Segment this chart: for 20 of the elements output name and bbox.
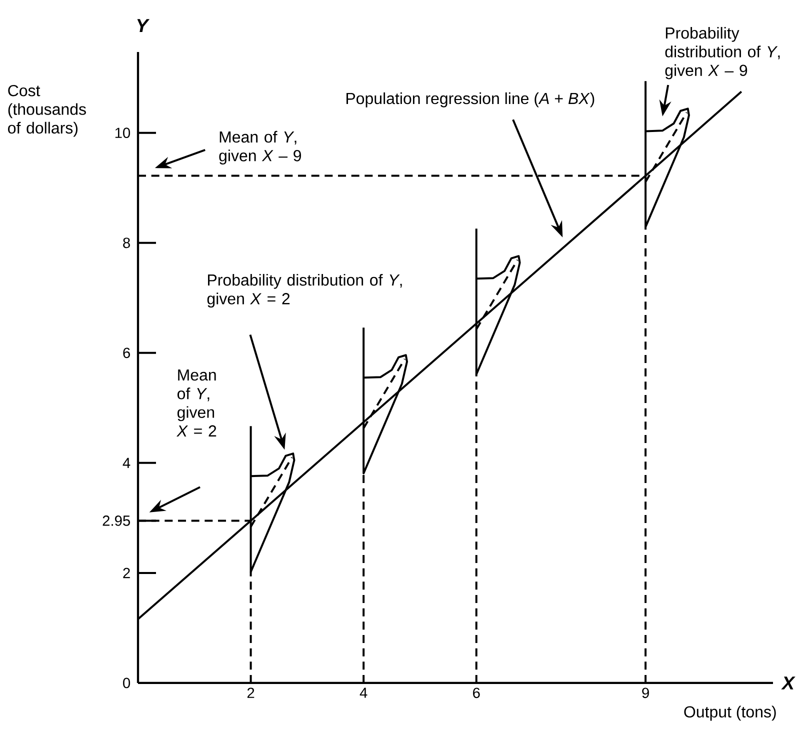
x-tick-label: 6: [473, 688, 480, 698]
x-tick-label: 9: [642, 688, 649, 698]
text: Probability distribution of Y, given X = 2: [207, 274, 402, 308]
y-tick-label: 2.95: [102, 516, 130, 526]
annotation: Population regression line (A + BX): [346, 92, 594, 108]
x-tick-label: 4: [360, 688, 368, 698]
text: X: [781, 676, 796, 690]
y-tick-label: 8: [123, 238, 130, 248]
x-tick-label: 2: [247, 688, 254, 698]
y-tick-label: 4: [122, 458, 130, 468]
y-tick-label: 6: [123, 348, 130, 358]
y-tick-label: 2: [123, 568, 130, 578]
y-tick-label: 10: [115, 128, 130, 138]
text: Probability distribution of Y, given X – 9: [665, 26, 780, 80]
y-tick-label: 0: [123, 678, 130, 688]
text: Y: [137, 19, 150, 32]
x-axis-title: Output (tons): [684, 706, 776, 721]
y-axis-title: Cost (thousands of dollars): [8, 84, 86, 137]
annotation: Mean of Y, given X = 2: [176, 369, 216, 436]
text: Mean of Y, given X – 9: [219, 130, 301, 164]
